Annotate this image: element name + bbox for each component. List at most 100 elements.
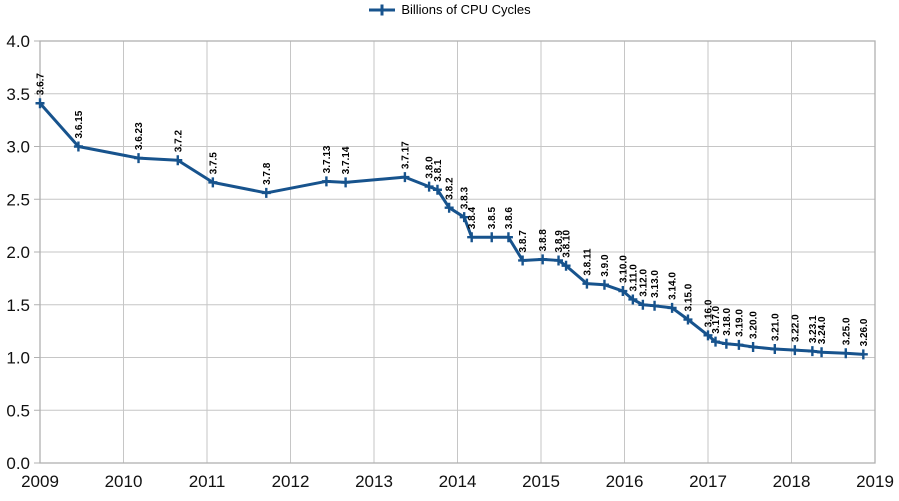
data-point-marker [703,330,713,341]
data-point-label: 3.11.0 [628,264,639,292]
x-axis-tick-label: 2012 [272,472,310,491]
data-point-label: 3.8.6 [504,207,515,230]
data-point-label: 3.18.0 [722,308,733,336]
data-point-marker [790,345,800,356]
data-point-marker [321,176,331,187]
data-point-marker [459,212,469,223]
data-point-label: 3.17.0 [711,305,722,333]
data-point-label: 3.25.0 [841,317,852,345]
data-point-marker [134,153,144,164]
data-point-marker [400,172,410,183]
data-point-marker [734,339,744,350]
plot-area-border [39,40,876,464]
data-point-label: 3.20.0 [749,311,760,339]
data-point-marker [561,260,571,271]
data-point-label: 3.8.9 [554,230,565,253]
data-point-marker [518,255,528,266]
x-axis-tick-label: 2018 [773,472,811,491]
data-point-marker [841,348,851,359]
data-point-marker [721,338,731,349]
data-point-label: 3.8.0 [425,156,436,179]
data-point-label: 3.14.0 [668,272,679,300]
x-axis-tick-label: 2019 [856,472,894,491]
x-axis-tick-label: 2009 [21,472,59,491]
data-point-label: 3.7.14 [341,146,352,174]
legend-line-marker-icon [369,4,396,16]
data-point-marker [554,255,564,266]
y-axis-tick-label: 3.0 [6,138,30,157]
data-point-label: 3.8.2 [445,177,456,200]
y-axis-tick-label: 0.5 [6,401,30,420]
x-axis-tick-label: 2014 [439,472,477,491]
data-point-label: 3.7.8 [262,162,273,185]
data-point-marker [73,141,83,152]
data-point-label: 3.6.23 [134,122,145,150]
data-point-label: 3.21.0 [770,313,781,341]
data-point-marker [432,184,442,195]
chart-legend: Billions of CPU Cycles [0,2,899,18]
data-point-marker [628,294,638,305]
data-point-marker [858,349,868,360]
y-axis-tick-label: 3.5 [6,85,30,104]
data-point-label: 3.6.7 [36,73,47,96]
data-point-label: 3.15.0 [683,283,694,311]
data-point-label: 3.26.0 [859,318,870,346]
x-axis-tick-label: 2010 [105,472,143,491]
data-point-marker [618,286,628,297]
data-point-marker [173,155,183,166]
data-point-label: 3.8.7 [518,230,529,253]
data-point-marker [261,187,271,198]
data-point-marker [599,279,609,290]
data-point-label: 3.8.3 [460,187,471,210]
y-axis-tick-label: 0.0 [6,454,30,473]
y-axis-tick-label: 2.0 [6,243,30,262]
y-axis-tick-label: 1.5 [6,296,30,315]
data-point-label: 3.8.10 [562,229,573,257]
data-point-label: 3.16.0 [704,299,715,327]
data-point-label: 3.8.5 [487,207,498,230]
data-point-marker [444,202,454,213]
data-point-marker [638,299,648,310]
data-point-marker [748,341,758,352]
x-axis-tick-label: 2015 [522,472,560,491]
data-point-label: 3.7.5 [208,152,219,175]
data-point-label: 3.12.0 [638,269,649,297]
data-point-label: 3.22.0 [790,314,801,342]
data-point-marker [35,98,45,109]
y-axis-tick-label: 2.5 [6,190,30,209]
data-point-label: 3.7.2 [173,130,184,153]
data-point-label: 3.13.0 [650,270,661,298]
data-point-marker [538,254,548,265]
y-axis-tick-label: 4.0 [6,32,30,51]
data-point-label: 3.24.0 [817,316,828,344]
data-point-marker [817,347,827,358]
data-point-label: 3.8.8 [538,229,549,252]
data-point-label: 3.7.17 [400,141,411,169]
data-point-label: 3.8.1 [433,159,444,182]
data-point-marker [807,346,817,357]
data-point-label: 3.10.0 [618,255,629,283]
data-point-marker [487,232,497,243]
data-point-marker [503,232,513,243]
data-point-label: 3.6.15 [74,110,85,138]
data-point-label: 3.8.11 [582,248,593,276]
x-axis-tick-label: 2017 [689,472,727,491]
data-point-label: 3.7.13 [322,145,333,173]
x-axis-tick-label: 2011 [189,472,226,491]
data-point-label: 3.8.4 [467,207,478,230]
data-point-marker [770,344,780,355]
data-point-marker [711,336,721,347]
legend-label: Billions of CPU Cycles [401,2,531,17]
data-point-marker [650,300,660,311]
x-axis-tick-label: 2016 [606,472,644,491]
data-point-marker [424,181,434,192]
data-point-marker [341,177,351,188]
data-point-label: 3.23.1 [808,315,819,343]
y-axis-tick-label: 1.0 [6,349,30,368]
x-axis-tick-label: 2013 [355,472,393,491]
data-point-label: 3.19.0 [734,309,745,337]
data-point-label: 3.9.0 [600,254,611,277]
data-point-marker [582,278,592,289]
